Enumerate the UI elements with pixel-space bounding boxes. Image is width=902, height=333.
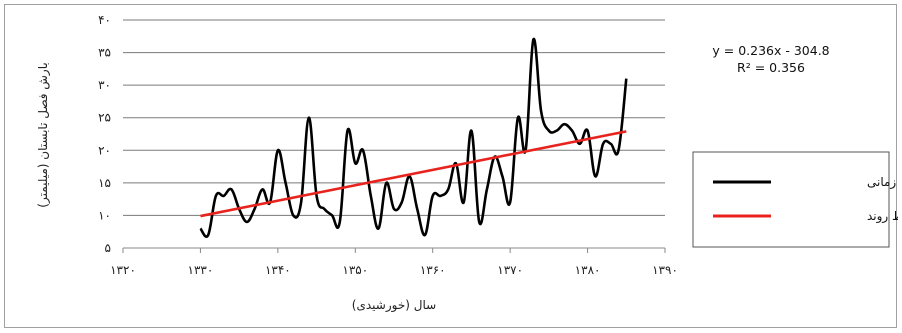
- legend-label-trend: خط روند: [867, 209, 898, 224]
- x-tick-label: ۱۳۸۰: [575, 263, 601, 277]
- series-group: [199, 38, 628, 238]
- equation-annotation: y = 0.236x - 304.8 R² = 0.356: [712, 43, 829, 75]
- x-tick-label: ۱۳۶۰: [420, 263, 446, 277]
- x-tick-label: ۱۳۵۰: [342, 263, 368, 277]
- series-line-trend: [200, 130, 627, 218]
- r-squared: R² = 0.356: [737, 60, 805, 75]
- chart: ۵ ۱۰ ۱۵ ۲۰ ۲۵ ۳۰ ۳۵ ۴۰ ۱۳۲۰ ۱۳۳۰ ۱۳۴۰ ۱۳۵۰ ۱۳۶۰ ۱۳۷۰…: [36, 13, 898, 313]
- series-line-time-series: [199, 38, 628, 238]
- x-tick-label: ۱۳۷۰: [497, 263, 523, 277]
- y-tick-label: ۳۰: [98, 78, 111, 92]
- legend: سری زمانی خط روند: [692, 151, 898, 248]
- y-tick-label: ۲۵: [98, 111, 111, 125]
- x-axis-title: سال (خورشیدی): [352, 298, 436, 313]
- x-tick-label: ۱۳۲۰: [110, 263, 136, 277]
- y-tick-label: ۱۵: [98, 176, 111, 190]
- y-tick-label: ۳۵: [98, 46, 111, 60]
- y-tick-label: ۴۰: [98, 13, 111, 27]
- grid-lines: [123, 19, 665, 216]
- x-tick-label: ۱۳۴۰: [265, 263, 291, 277]
- x-tick-label: ۱۳۹۰: [652, 263, 678, 277]
- chart-frame: ۵ ۱۰ ۱۵ ۲۰ ۲۵ ۳۰ ۳۵ ۴۰ ۱۳۲۰ ۱۳۳۰ ۱۳۴۰ ۱۳۵۰ ۱۳۶۰ ۱۳۷۰…: [4, 4, 898, 328]
- y-tick-label: ۱۰: [98, 208, 111, 222]
- y-axis-title: بارش فصل تابستان (میلیمتر): [36, 62, 51, 207]
- y-tick-labels: ۵ ۱۰ ۱۵ ۲۰ ۲۵ ۳۰ ۳۵ ۴۰: [98, 13, 111, 255]
- regression-equation: y = 0.236x - 304.8: [712, 43, 829, 58]
- legend-label-series: سری زمانی: [867, 175, 898, 190]
- y-tick-label: ۲۰: [98, 143, 111, 157]
- legend-box: [692, 151, 890, 248]
- y-tick-label: ۵: [105, 241, 111, 255]
- x-tick-labels: ۱۳۲۰ ۱۳۳۰ ۱۳۴۰ ۱۳۵۰ ۱۳۶۰ ۱۳۷۰ ۱۳۸۰ ۱۳۹۰: [110, 248, 678, 277]
- x-tick-label: ۱۳۳۰: [188, 263, 214, 277]
